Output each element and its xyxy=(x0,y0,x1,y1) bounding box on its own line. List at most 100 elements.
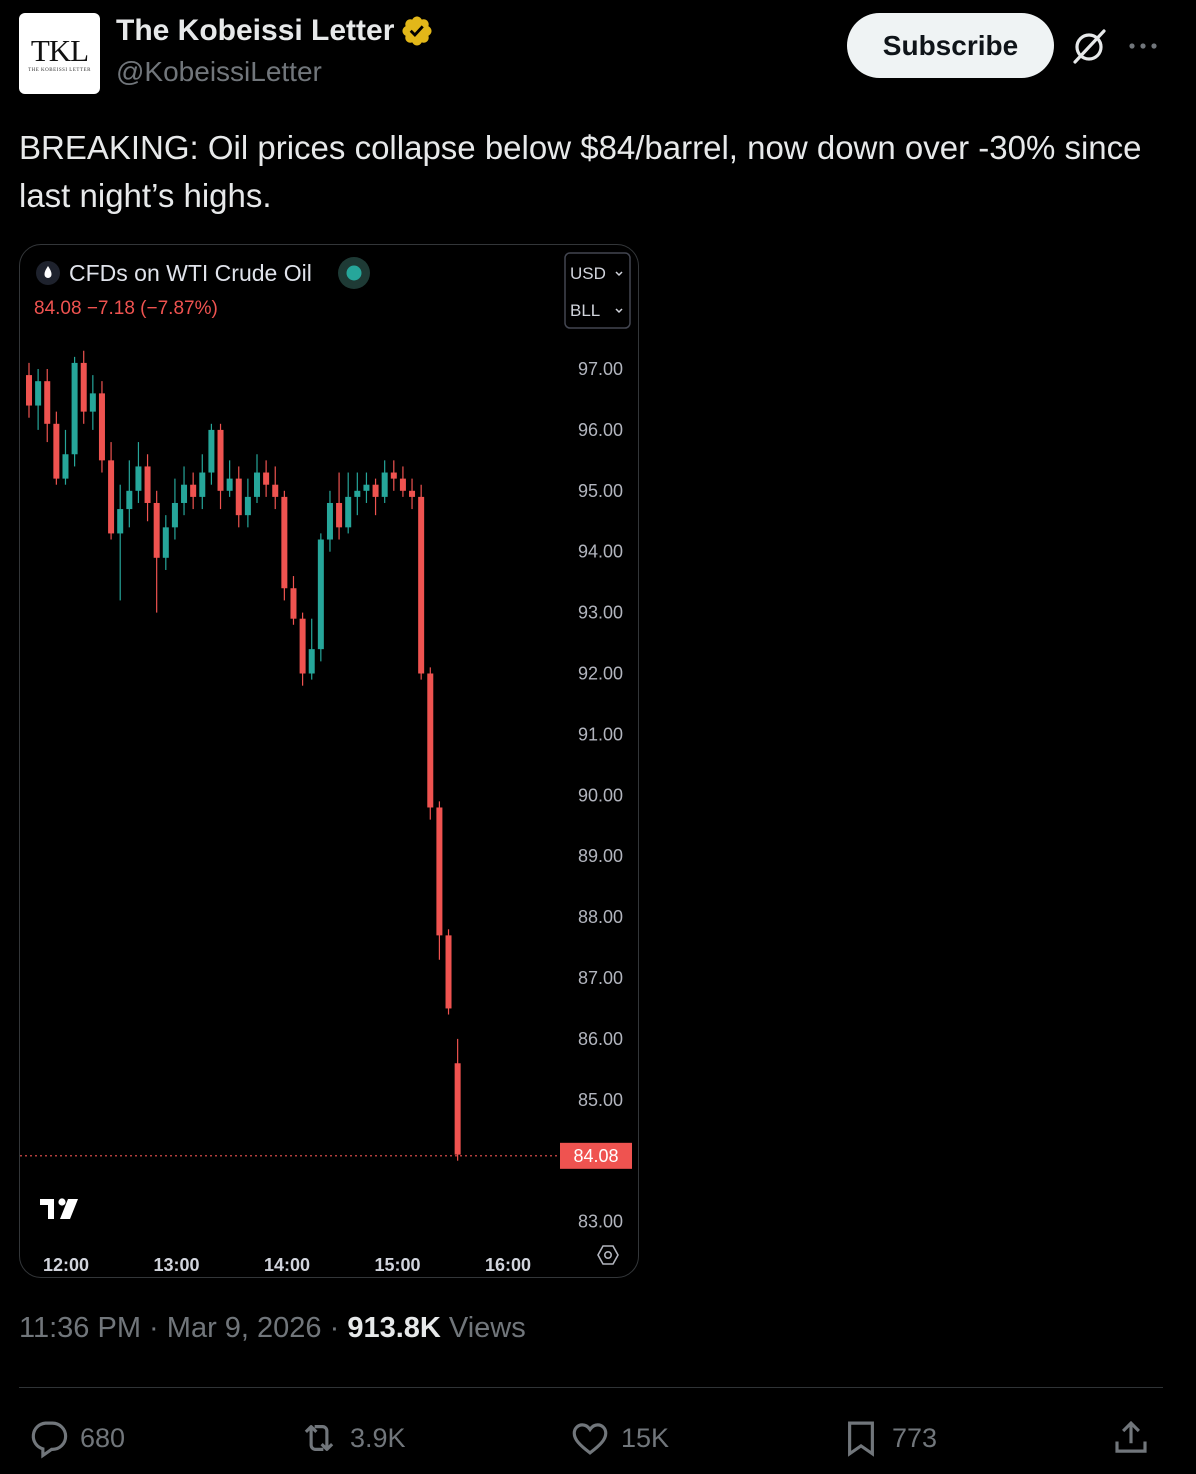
share-button[interactable] xyxy=(1110,1410,1152,1466)
grok-icon[interactable] xyxy=(1070,26,1110,66)
repost-button[interactable]: 3.9K xyxy=(298,1410,406,1466)
like-count: 15K xyxy=(621,1422,670,1453)
bookmark-count: 773 xyxy=(892,1422,938,1453)
reply-count: 680 xyxy=(80,1422,126,1453)
y-tick-label: 95.00 xyxy=(578,481,623,501)
candle-body xyxy=(326,502,333,540)
repost-icon xyxy=(304,1425,334,1451)
candle xyxy=(71,356,78,467)
candle xyxy=(44,369,51,443)
candle xyxy=(62,429,69,485)
y-tick-label: 92.00 xyxy=(578,664,623,684)
divider xyxy=(19,1387,1163,1388)
tweet-date[interactable]: Mar 9, 2026 xyxy=(166,1312,322,1344)
candle xyxy=(244,478,251,528)
candle-body xyxy=(390,472,397,479)
candle xyxy=(208,423,215,485)
y-tick-label: 90.00 xyxy=(578,785,623,805)
candle-body xyxy=(409,490,416,497)
candle-body xyxy=(89,393,96,412)
candle xyxy=(290,576,297,625)
like-button[interactable]: 15K xyxy=(569,1410,669,1466)
reply-button[interactable]: 680 xyxy=(28,1410,125,1466)
share-icon xyxy=(1115,1420,1147,1453)
candle-body xyxy=(317,539,324,650)
candle-body xyxy=(399,478,406,491)
views-label: Views xyxy=(448,1312,526,1344)
unit-selector xyxy=(564,252,631,329)
candle xyxy=(263,460,270,497)
author-name-row: The Kobeissi Letter xyxy=(116,14,434,48)
chevron-down-icon xyxy=(615,271,623,277)
candle-body xyxy=(281,496,288,589)
candle xyxy=(226,460,233,497)
candle-body xyxy=(126,490,133,510)
candle xyxy=(53,411,60,485)
candle xyxy=(126,460,133,528)
candle-body xyxy=(381,472,388,497)
y-tick-label: 85.00 xyxy=(578,1090,623,1110)
heart-icon xyxy=(572,1423,608,1455)
x-tick-label: 12:00 xyxy=(43,1255,89,1275)
candle xyxy=(345,472,352,534)
candle xyxy=(354,472,361,516)
candle-body xyxy=(372,484,379,497)
candle xyxy=(445,929,452,1015)
candle xyxy=(117,484,124,601)
candle-body xyxy=(345,496,352,528)
candle-body xyxy=(190,484,197,497)
candle xyxy=(281,490,288,601)
candle-body xyxy=(263,472,270,485)
oil-drop-icon xyxy=(44,266,52,278)
candle xyxy=(317,533,324,662)
candle xyxy=(181,466,188,516)
candle xyxy=(162,515,169,570)
candle-body xyxy=(427,673,434,808)
y-tick-label: 97.00 xyxy=(578,359,623,379)
candle-body xyxy=(135,466,142,491)
candle xyxy=(235,466,242,528)
y-tick-label: 94.00 xyxy=(578,542,623,562)
tradingview-logo-icon xyxy=(40,1198,78,1219)
candle xyxy=(308,618,315,680)
candle xyxy=(372,478,379,516)
chart-image[interactable]: CFDs on WTI Crude Oil 84.08 −7.18 (−7.87… xyxy=(19,244,639,1278)
candle-body xyxy=(445,935,452,1009)
reply-icon xyxy=(31,1421,68,1459)
candle xyxy=(80,350,87,424)
candle-body xyxy=(117,509,124,534)
candle-body xyxy=(181,484,188,503)
candle xyxy=(254,454,260,503)
candle xyxy=(326,490,333,552)
candle-body xyxy=(436,807,443,936)
candle xyxy=(381,460,388,503)
candle xyxy=(399,466,406,497)
candle-body xyxy=(171,502,178,528)
candle-body xyxy=(44,381,51,424)
verified-badge-icon[interactable] xyxy=(400,14,434,48)
repost-count: 3.9K xyxy=(350,1422,406,1453)
avatar[interactable]: TKL THE KOBEISSI LETTER xyxy=(19,13,100,94)
candle xyxy=(199,454,206,510)
candle-body xyxy=(162,527,169,558)
subscribe-button[interactable]: Subscribe xyxy=(847,13,1054,78)
candle-body xyxy=(108,460,115,534)
candle xyxy=(135,442,142,503)
tweet-time[interactable]: 11:36 PM xyxy=(19,1312,141,1344)
bookmark-button[interactable]: 773 xyxy=(840,1410,937,1466)
candle-body xyxy=(71,362,78,455)
candle-body xyxy=(35,381,42,406)
candle-body xyxy=(226,478,233,491)
y-tick-label: 89.00 xyxy=(578,846,623,866)
display-name[interactable]: The Kobeissi Letter xyxy=(116,14,395,47)
action-bar: 680 3.9K 15K 773 xyxy=(0,1410,1196,1466)
author-handle[interactable]: @KobeissiLetter xyxy=(116,56,322,87)
chart-settings-icon xyxy=(597,1245,619,1265)
candle-body xyxy=(153,502,160,558)
candle-body xyxy=(308,649,315,674)
more-options-icon[interactable] xyxy=(1124,26,1164,66)
candle xyxy=(144,454,151,522)
y-tick-label: 86.00 xyxy=(578,1029,623,1049)
candle-body xyxy=(244,496,251,516)
candle xyxy=(171,478,178,540)
